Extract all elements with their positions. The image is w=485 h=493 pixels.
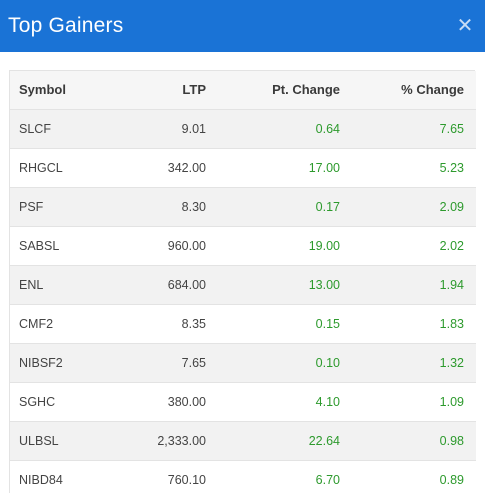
table-row[interactable]: RHGCL 342.00 17.00 5.23 <box>10 148 476 188</box>
pct-change-cell: 1.83 <box>342 304 476 344</box>
pt-change-cell: 4.10 <box>208 382 342 422</box>
gainers-table: Symbol LTP Pt. Change % Change SLCF 9.01 0… <box>10 71 476 493</box>
pct-change-cell: 0.98 <box>342 421 476 461</box>
table-row[interactable]: NIBD84 760.10 6.70 0.89 <box>10 460 476 493</box>
table-header-row: Symbol LTP Pt. Change % Change <box>10 71 476 110</box>
symbol-cell: SGHC <box>10 382 124 422</box>
pt-change-cell: 0.64 <box>208 109 342 149</box>
symbol-cell: NIBSF2 <box>10 343 124 383</box>
pt-change-cell: 22.64 <box>208 421 342 461</box>
ltp-cell: 2,333.00 <box>124 421 208 461</box>
table-row[interactable]: CMF2 8.35 0.15 1.83 <box>10 304 476 344</box>
close-icon[interactable]: ✕ <box>456 15 474 37</box>
ltp-cell: 9.01 <box>124 109 208 149</box>
symbol-cell: ENL <box>10 265 124 305</box>
pct-change-cell: 1.09 <box>342 382 476 422</box>
pt-change-cell: 19.00 <box>208 226 342 266</box>
pct-change-cell: 7.65 <box>342 109 476 149</box>
ltp-cell: 760.10 <box>124 460 208 493</box>
table-row[interactable]: SABSL 960.00 19.00 2.02 <box>10 226 476 266</box>
pt-change-cell: 0.15 <box>208 304 342 344</box>
pct-change-cell: 2.02 <box>342 226 476 266</box>
header-symbol[interactable]: Symbol <box>10 71 124 110</box>
header-pct-change[interactable]: % Change <box>342 71 476 110</box>
modal-header: Top Gainers ✕ <box>0 0 485 52</box>
symbol-cell: RHGCL <box>10 148 124 188</box>
table-row[interactable]: ULBSL 2,333.00 22.64 0.98 <box>10 421 476 461</box>
pt-change-cell: 0.10 <box>208 343 342 383</box>
gainers-table-container: Symbol LTP Pt. Change % Change SLCF 9.01 0… <box>9 70 476 493</box>
pt-change-cell: 13.00 <box>208 265 342 305</box>
header-pt-change[interactable]: Pt. Change <box>208 71 342 110</box>
ltp-cell: 342.00 <box>124 148 208 188</box>
pct-change-cell: 1.94 <box>342 265 476 305</box>
ltp-cell: 960.00 <box>124 226 208 266</box>
symbol-cell: SABSL <box>10 226 124 266</box>
table-row[interactable]: SGHC 380.00 4.10 1.09 <box>10 382 476 422</box>
ltp-cell: 7.65 <box>124 343 208 383</box>
pct-change-cell: 1.32 <box>342 343 476 383</box>
symbol-cell: SLCF <box>10 109 124 149</box>
table-row[interactable]: SLCF 9.01 0.64 7.65 <box>10 109 476 149</box>
ltp-cell: 8.35 <box>124 304 208 344</box>
ltp-cell: 380.00 <box>124 382 208 422</box>
pt-change-cell: 6.70 <box>208 460 342 493</box>
table-row[interactable]: PSF 8.30 0.17 2.09 <box>10 187 476 227</box>
pct-change-cell: 2.09 <box>342 187 476 227</box>
table-body: SLCF 9.01 0.64 7.65 RHGCL 342.00 17.00 5.23 PSF 8… <box>10 109 476 493</box>
symbol-cell: ULBSL <box>10 421 124 461</box>
ltp-cell: 8.30 <box>124 187 208 227</box>
pct-change-cell: 0.89 <box>342 460 476 493</box>
table-row[interactable]: NIBSF2 7.65 0.10 1.32 <box>10 343 476 383</box>
pt-change-cell: 17.00 <box>208 148 342 188</box>
modal-title: Top Gainers <box>8 14 124 37</box>
pt-change-cell: 0.17 <box>208 187 342 227</box>
header-ltp[interactable]: LTP <box>124 71 208 110</box>
symbol-cell: PSF <box>10 187 124 227</box>
pct-change-cell: 5.23 <box>342 148 476 188</box>
symbol-cell: CMF2 <box>10 304 124 344</box>
symbol-cell: NIBD84 <box>10 460 124 493</box>
ltp-cell: 684.00 <box>124 265 208 305</box>
table-row[interactable]: ENL 684.00 13.00 1.94 <box>10 265 476 305</box>
